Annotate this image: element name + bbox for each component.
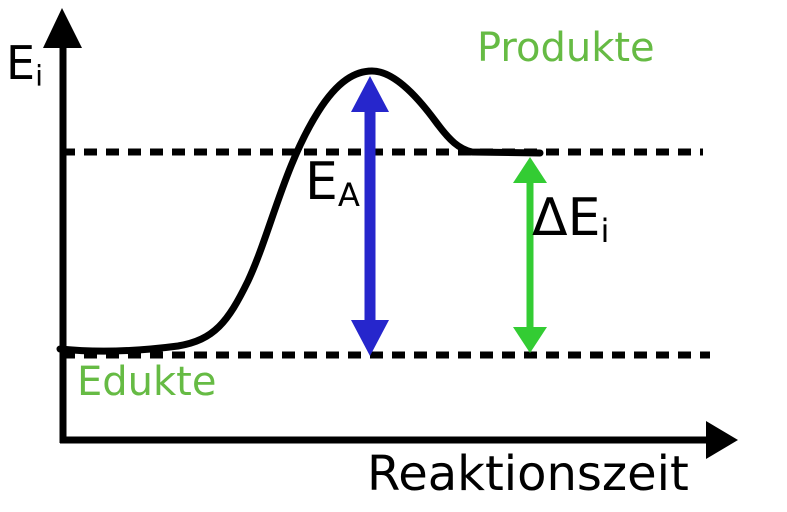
activation-energy-label-main: E xyxy=(305,152,338,212)
reaction-energy-label: ΔEi xyxy=(532,192,609,247)
y-axis-arrowhead-icon xyxy=(43,8,82,48)
reaction-energy-arrowhead-top-icon xyxy=(513,157,547,183)
x-axis-arrowhead-icon xyxy=(706,421,738,459)
x-axis-label: Reaktionszeit xyxy=(367,446,689,502)
activation-energy-label: EA xyxy=(305,156,360,211)
reaction-curve xyxy=(56,67,544,355)
y-axis-label-subscript: i xyxy=(35,59,44,93)
activation-energy-arrowhead-bottom-icon xyxy=(351,320,389,356)
reaction-energy-label-subscript: i xyxy=(600,212,610,251)
reaction-energy-label-main: ΔE xyxy=(532,188,601,248)
activation-energy-label-subscript: A xyxy=(337,176,360,215)
y-axis-label: Ei xyxy=(6,40,43,91)
activation-energy-arrowhead-top-icon xyxy=(351,76,389,112)
reaction-energy-arrowhead-bottom-icon xyxy=(513,327,547,353)
products-label: Produkte xyxy=(477,25,655,71)
educts-label: Edukte xyxy=(77,359,217,405)
activation-energy-arrow xyxy=(351,76,389,356)
y-axis-label-main: E xyxy=(6,36,36,90)
reaction-energy-arrow xyxy=(513,157,547,353)
